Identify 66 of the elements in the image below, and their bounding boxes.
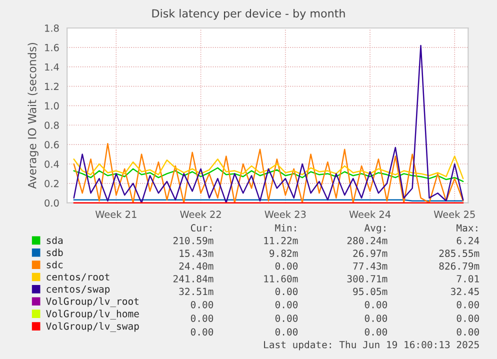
text: 0.00 xyxy=(364,300,388,308)
text: Cur: xyxy=(190,224,212,232)
y-tick-label: 0.6 xyxy=(44,141,59,148)
text: 0.00 xyxy=(275,288,298,296)
text: 6.24 xyxy=(456,236,480,244)
x-tick-label: Week 23 xyxy=(264,210,306,218)
text: 210.59m xyxy=(173,236,214,244)
text: 32.45 xyxy=(450,288,479,296)
text: 0.00 xyxy=(275,262,298,270)
text: 280.24m xyxy=(347,236,388,244)
legend-label: centos/swap xyxy=(46,286,110,295)
legend-label: sdb xyxy=(46,248,63,256)
chart-title: Disk latency per device - by month xyxy=(152,8,345,20)
y-tick-label: 1.0 xyxy=(45,102,59,110)
legend-label: centos/root xyxy=(46,273,110,282)
text: 826.79m xyxy=(439,262,480,270)
text: 32.51m xyxy=(179,288,214,296)
legend-label: VolGroup/lv_home xyxy=(46,310,139,320)
y-tick-label: 1.6 xyxy=(45,44,59,52)
y-tick-label: 1.2 xyxy=(45,82,58,90)
text: 0.00 xyxy=(275,314,298,322)
text: 0.00 xyxy=(456,328,479,336)
text: 0.00 xyxy=(275,328,298,336)
x-tick-label: Week 21 xyxy=(95,210,136,218)
text: 0.00 xyxy=(190,328,214,336)
text: 0.00 xyxy=(456,300,479,308)
line-series xyxy=(73,142,464,204)
text: 95.05m xyxy=(353,288,388,296)
text: 300.71m xyxy=(347,275,388,282)
y-tick-label: 0.4 xyxy=(44,160,59,168)
text: 26.97m xyxy=(353,250,388,257)
text: 0.00 xyxy=(456,314,479,322)
text: Max: xyxy=(456,224,478,232)
line-series xyxy=(73,167,464,182)
legend-label: sdc xyxy=(46,260,63,268)
text: Avg: xyxy=(364,224,386,234)
text: 11.22m xyxy=(264,236,298,244)
text: 0.00 xyxy=(275,300,298,308)
x-tick-label: Week 25 xyxy=(434,210,475,218)
line-series xyxy=(73,44,464,204)
text: Last update: Thu Jun 19 16:00:13 2025 xyxy=(264,340,479,350)
text: 0.00 xyxy=(364,314,388,322)
text: 0.00 xyxy=(190,314,214,322)
text: 77.43m xyxy=(353,262,388,270)
text: 241.84m xyxy=(173,275,214,282)
y-tick-label: 1.8 xyxy=(45,24,59,32)
legend-label: sda xyxy=(46,236,63,244)
text: 24.40m xyxy=(179,262,214,270)
y-tick-label: 0.0 xyxy=(44,199,59,207)
y-tick-label: 1.4 xyxy=(45,63,59,71)
y-axis-title: Average IO Wait (seconds) xyxy=(28,42,38,189)
text: 7.01 xyxy=(456,275,479,282)
line-series xyxy=(73,156,464,180)
text: Min: xyxy=(275,224,296,232)
text: 0.00 xyxy=(364,328,388,336)
text: 0.00 xyxy=(190,300,214,308)
text: 9.82m xyxy=(270,250,298,257)
y-tick-label: 0.2 xyxy=(44,180,58,188)
legend-label: VolGroup/lv_swap xyxy=(46,322,139,332)
x-tick-label: Week 22 xyxy=(180,210,221,218)
x-tick-label: Week 24 xyxy=(349,210,391,218)
text: 285.55m xyxy=(439,250,480,257)
text: 15.43m xyxy=(180,250,214,257)
legend-label: VolGroup/lv_root xyxy=(46,297,139,308)
y-tick-label: 0.8 xyxy=(44,122,59,129)
text: 11.60m xyxy=(264,275,298,282)
